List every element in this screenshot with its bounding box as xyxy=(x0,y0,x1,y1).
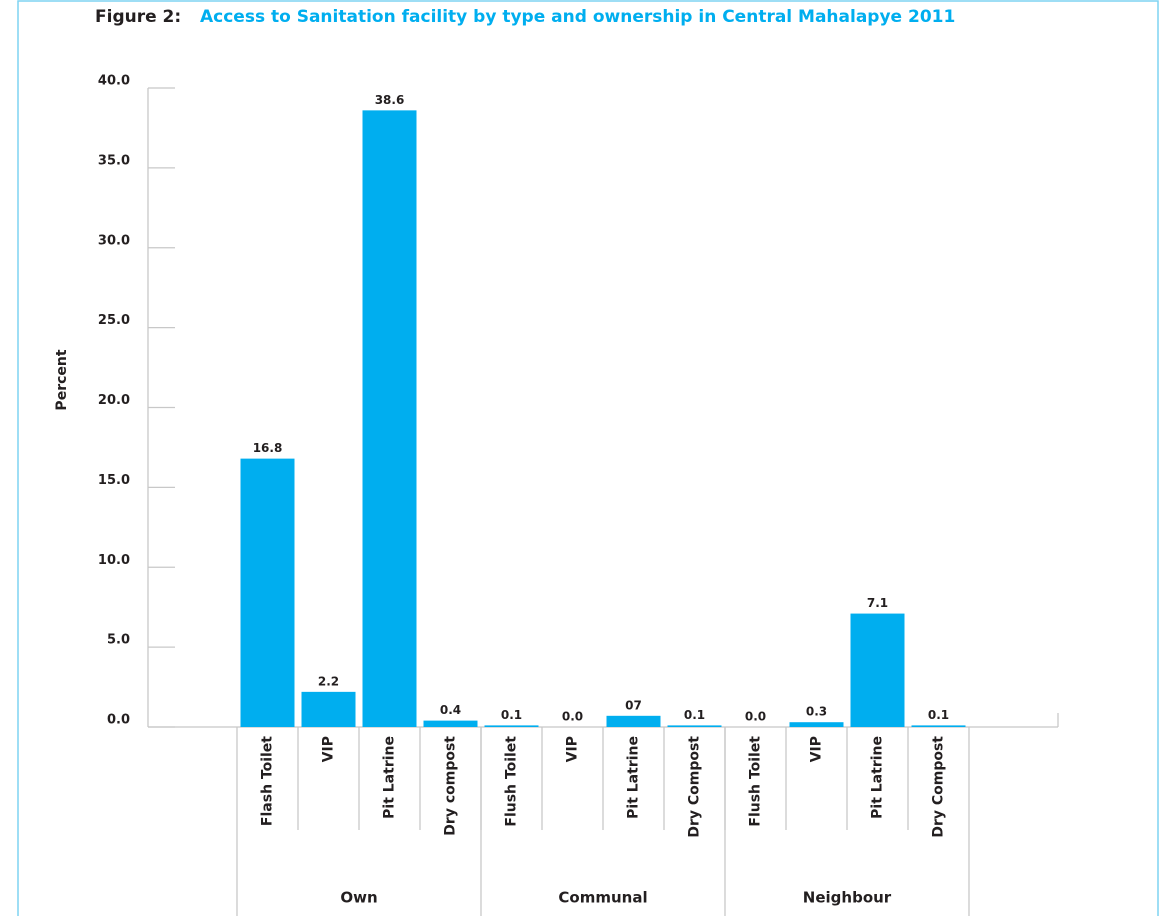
y-tick-label: 5.0 xyxy=(107,633,130,648)
y-axis-label: Percent xyxy=(54,349,70,410)
bar xyxy=(606,715,661,727)
x-tick-label: Dry Compost xyxy=(687,736,703,838)
x-tick-label: Flash Toilet xyxy=(260,736,276,826)
value-label: 07 xyxy=(625,698,642,712)
x-tick-label: Flush Toilet xyxy=(748,736,764,827)
bar xyxy=(301,691,356,727)
x-tick-label: VIP xyxy=(809,736,825,762)
y-tick-label: 0.0 xyxy=(107,713,130,728)
x-tick-label: Dry Compost xyxy=(931,736,947,838)
x-tick-label: VIP xyxy=(321,736,337,762)
bar xyxy=(362,110,417,728)
x-tick-label: Pit Latrine xyxy=(626,736,642,819)
x-tick-label: Dry compost xyxy=(443,736,459,836)
value-label: 2.2 xyxy=(318,674,339,688)
bar xyxy=(789,722,844,727)
value-label: 0.1 xyxy=(684,708,705,722)
bar xyxy=(240,458,295,727)
y-tick-label: 15.0 xyxy=(98,473,130,488)
x-tick-label: Pit Latrine xyxy=(382,736,398,819)
value-label: 0.0 xyxy=(745,710,766,724)
y-tick-label: 30.0 xyxy=(98,233,130,248)
group-label: Own xyxy=(340,889,377,907)
frame xyxy=(17,0,1159,916)
value-label: 0.4 xyxy=(440,703,461,717)
y-tick-label: 10.0 xyxy=(98,553,130,568)
group-label: Communal xyxy=(558,889,647,907)
x-tick-label: VIP xyxy=(565,736,581,762)
chart-title-prefix: Figure 2: xyxy=(95,7,181,27)
x-tick-label: Pit Latrine xyxy=(870,736,886,819)
y-tick-label: 20.0 xyxy=(98,393,130,408)
value-label: 0.1 xyxy=(501,708,522,722)
bar xyxy=(667,725,722,727)
y-tick-label: 40.0 xyxy=(98,74,130,89)
bar xyxy=(484,725,539,727)
chart-title: Access to Sanitation facility by type an… xyxy=(200,7,955,27)
group-label: Neighbour xyxy=(803,889,892,907)
bar xyxy=(850,613,905,727)
bar xyxy=(911,725,966,727)
value-label: 7.1 xyxy=(867,596,888,610)
value-label: 0.1 xyxy=(928,708,949,722)
value-label: 16.8 xyxy=(253,441,283,455)
y-tick-label: 35.0 xyxy=(98,153,130,168)
x-tick-label: Flush Toilet xyxy=(504,736,520,827)
bar xyxy=(423,720,478,727)
value-label: 0.3 xyxy=(806,705,827,719)
y-tick-label: 25.0 xyxy=(98,313,130,328)
value-label: 0.0 xyxy=(562,710,583,724)
value-label: 38.6 xyxy=(375,93,405,107)
